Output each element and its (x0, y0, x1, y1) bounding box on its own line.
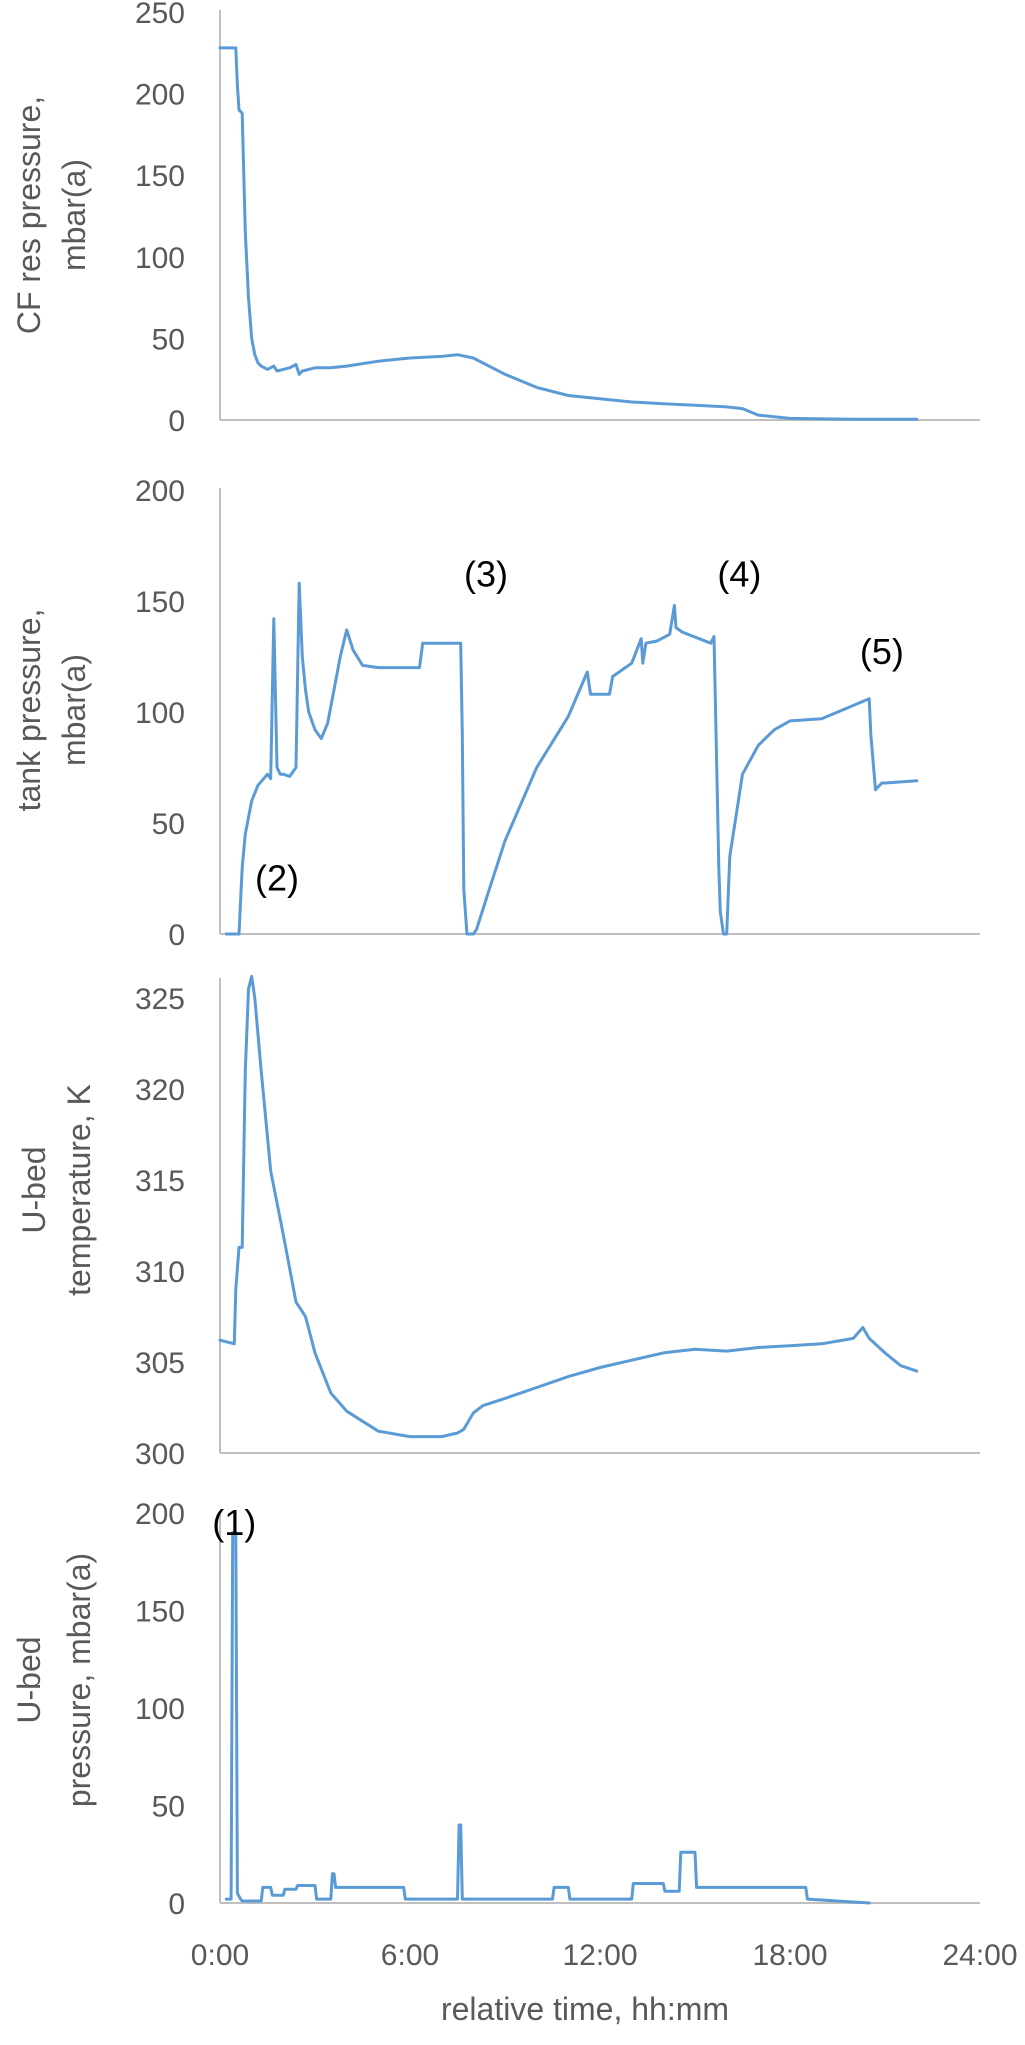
panel-u-bed-pressure: 0 50 100 150 200 U-bed pressure, mbar(a) (1) 0:0… (11, 1498, 1018, 1972)
x-tick-label: 12:00 (562, 1939, 637, 1972)
series-line (224, 1531, 871, 1905)
panel-u-bed-temperature: 300 305 310 315 320 325 U-bed temperature, K (16, 974, 980, 1471)
y-tick-label: 100 (135, 697, 185, 730)
y-tick-label: 0 (168, 919, 185, 952)
y-tick-label: 150 (135, 586, 185, 619)
x-axis-label: relative time, hh:mm (441, 1991, 729, 2027)
y-tick-label: 315 (135, 1165, 185, 1198)
y-axis-label: pressure, mbar(a) (61, 1553, 97, 1807)
annotation-label: (3) (464, 553, 508, 594)
y-tick-label: 250 (135, 0, 185, 30)
y-tick-label: 150 (135, 160, 185, 193)
y-tick-label: 50 (152, 808, 185, 841)
series-line (218, 46, 919, 421)
panel-tank-pressure: 0 50 100 150 200 tank pressure, mbar(a) (2) (3) (… (11, 475, 980, 952)
y-tick-label: 200 (135, 1498, 185, 1531)
y-axis-label: temperature, K (61, 1084, 97, 1296)
y-tick-label: 0 (168, 405, 185, 438)
y-axis-label: mbar(a) (56, 159, 92, 271)
y-axis-label: U-bed (16, 1146, 52, 1233)
y-axis-label: tank pressure, (11, 609, 47, 812)
annotation-label: (5) (860, 631, 904, 672)
y-tick-label: 200 (135, 79, 185, 112)
y-tick-label: 0 (168, 1888, 185, 1921)
y-tick-label: 50 (152, 1791, 185, 1824)
y-tick-label: 100 (135, 242, 185, 275)
x-tick-label: 24:00 (942, 1939, 1017, 1972)
y-tick-label: 50 (152, 323, 185, 356)
y-tick-label: 320 (135, 1074, 185, 1107)
series-line (218, 974, 919, 1439)
annotation-label: (4) (717, 553, 761, 594)
annotation-label: (1) (212, 1502, 256, 1543)
y-axis-label: U-bed (11, 1636, 47, 1723)
y-tick-label: 100 (135, 1693, 185, 1726)
y-axis-label: mbar(a) (56, 654, 92, 766)
y-tick-label: 325 (135, 983, 185, 1016)
y-tick-label: 200 (135, 475, 185, 508)
x-tick-label: 0:00 (191, 1939, 249, 1972)
y-tick-label: 150 (135, 1596, 185, 1629)
y-tick-label: 300 (135, 1438, 185, 1471)
annotation-label: (2) (255, 858, 299, 899)
y-axis-label: CF res pressure, (11, 96, 47, 334)
y-tick-label: 305 (135, 1347, 185, 1380)
y-tick-label: 310 (135, 1256, 185, 1289)
x-tick-label: 18:00 (752, 1939, 827, 1972)
series-line (224, 581, 919, 936)
x-tick-label: 6:00 (381, 1939, 439, 1972)
panel-cf-res-pressure: 0 50 100 150 200 250 CF res pressure, mbar(a) (11, 0, 980, 438)
